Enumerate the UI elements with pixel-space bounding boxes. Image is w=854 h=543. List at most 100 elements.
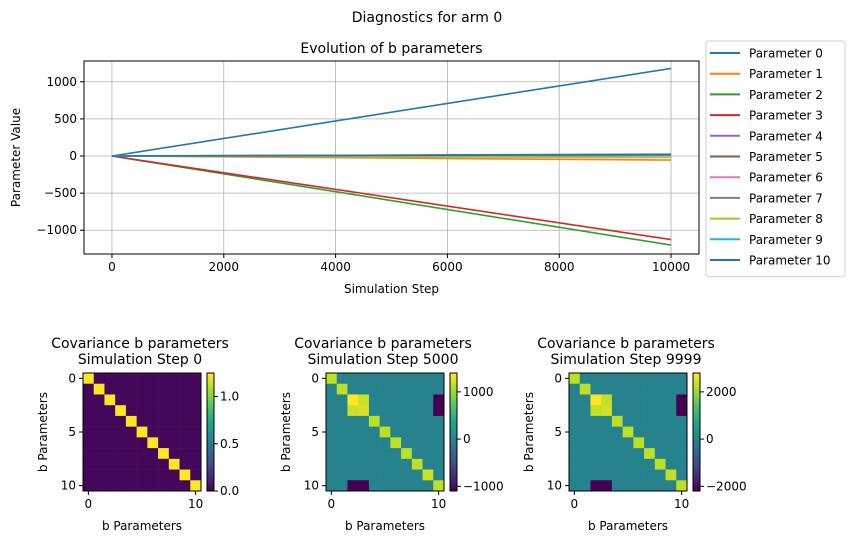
- colorbar-segment: [693, 449, 700, 453]
- heatmap-cell: [601, 373, 613, 385]
- heatmap-cell: [168, 469, 180, 481]
- colorbar-segment: [450, 451, 457, 455]
- colorbar-segment: [693, 396, 700, 399]
- heatmap-cell: [411, 480, 423, 492]
- heatmap-cell: [422, 373, 434, 385]
- heatmap-cell: [190, 448, 202, 460]
- heatmap-y-tick-label: 0: [68, 371, 76, 385]
- heatmap-cell: [379, 480, 391, 492]
- heatmap-cell: [358, 448, 370, 460]
- colorbar-segment: [207, 439, 214, 443]
- colorbar-segment: [207, 394, 214, 397]
- heatmap-x-axis-label: b Parameters: [588, 519, 668, 533]
- heatmap-cell: [401, 437, 413, 449]
- colorbar-segment: [207, 373, 214, 376]
- heatmap-cell: [179, 405, 191, 417]
- x-tick-label: 6000: [432, 260, 463, 274]
- colorbar-segment: [207, 457, 214, 460]
- heatmap-cell: [633, 480, 645, 492]
- heatmap-y-tick-label: 10: [61, 479, 76, 493]
- heatmap-cell: [83, 469, 95, 481]
- colorbar-segment: [207, 479, 214, 482]
- heatmap-cell: [379, 394, 391, 406]
- heatmap-cell: [644, 394, 656, 406]
- heatmap-cell: [190, 415, 202, 427]
- heatmap-cell: [158, 405, 170, 417]
- heatmap-cell: [368, 469, 380, 481]
- heatmap-cell: [83, 437, 95, 449]
- heatmap-cell: [411, 448, 423, 460]
- heatmap-cell: [336, 373, 348, 385]
- colorbar-segment: [693, 428, 700, 431]
- heatmap-cell: [590, 469, 602, 481]
- heatmap-cell: [569, 426, 581, 438]
- colorbar-segment: [450, 428, 457, 431]
- colorbar-segment: [693, 414, 700, 417]
- heatmap-cell: [422, 415, 434, 427]
- heatmap-cell: [622, 480, 634, 492]
- colorbar-segment: [207, 424, 214, 427]
- heatmap-cell: [654, 458, 666, 470]
- legend-label: Parameter 2: [749, 88, 823, 102]
- heatmap-cell: [590, 394, 602, 406]
- heatmap-cell: [83, 458, 95, 470]
- colorbar-segment: [207, 416, 214, 419]
- colorbar-segment: [450, 388, 457, 392]
- heatmap-cell: [422, 405, 434, 417]
- heatmap-cell: [665, 480, 677, 492]
- heatmap-cell: [401, 373, 413, 385]
- colorbar-segment: [207, 410, 214, 413]
- heatmap-cell: [411, 383, 423, 395]
- heatmap-cell: [336, 448, 348, 460]
- heatmap-cell: [104, 394, 116, 406]
- heatmap-cell: [676, 480, 688, 492]
- colorbar-segment: [450, 422, 457, 425]
- heatmap-cell: [136, 405, 148, 417]
- heatmap-cell: [358, 383, 370, 395]
- heatmap-cell: [601, 469, 613, 481]
- heatmap-cell: [379, 426, 391, 438]
- colorbar-segment: [693, 390, 700, 394]
- heatmap-cell: [590, 405, 602, 417]
- heatmap-cell: [633, 437, 645, 449]
- heatmap-cell: [83, 405, 95, 417]
- colorbar-segment: [450, 408, 457, 411]
- heatmap-cell: [644, 448, 656, 460]
- heatmap-cell: [379, 383, 391, 395]
- heatmap-cell: [326, 426, 338, 438]
- heatmap-cell: [611, 480, 623, 492]
- heatmap-cell: [611, 394, 623, 406]
- colorbar-segment: [693, 424, 700, 427]
- heatmap-cell: [569, 480, 581, 492]
- heatmap-cell: [190, 394, 202, 406]
- heatmap-cell: [368, 426, 380, 438]
- heatmap-cell: [644, 405, 656, 417]
- heatmap-cell: [115, 458, 127, 470]
- heatmap-cell: [422, 437, 434, 449]
- heatmap-y-tick-label: 10: [547, 479, 562, 493]
- colorbar-segment: [450, 410, 457, 413]
- legend-label: Parameter 7: [749, 191, 823, 205]
- heatmap-cell: [125, 437, 137, 449]
- heatmap-cell: [147, 415, 159, 427]
- heatmap-cell: [401, 480, 413, 492]
- heatmap-cell: [390, 383, 402, 395]
- heatmap-cell: [190, 437, 202, 449]
- colorbar-segment: [693, 433, 700, 437]
- heatmap-cell: [611, 458, 623, 470]
- colorbar-segment: [450, 414, 457, 417]
- series-line-parameter-10: [111, 153, 672, 157]
- colorbar-segment: [450, 477, 457, 480]
- heatmap-cell: [93, 383, 105, 395]
- colorbar-tick-label: −1000: [463, 479, 504, 493]
- heatmap-cell: [326, 448, 338, 460]
- heatmap-cell: [93, 437, 105, 449]
- heatmap-cell: [422, 426, 434, 438]
- colorbar-segment: [693, 489, 700, 492]
- heatmap-cell: [379, 437, 391, 449]
- heatmap-cell: [347, 373, 359, 385]
- heatmap-cell: [358, 373, 370, 385]
- heatmap-cell: [83, 415, 95, 427]
- heatmap-cell: [326, 373, 338, 385]
